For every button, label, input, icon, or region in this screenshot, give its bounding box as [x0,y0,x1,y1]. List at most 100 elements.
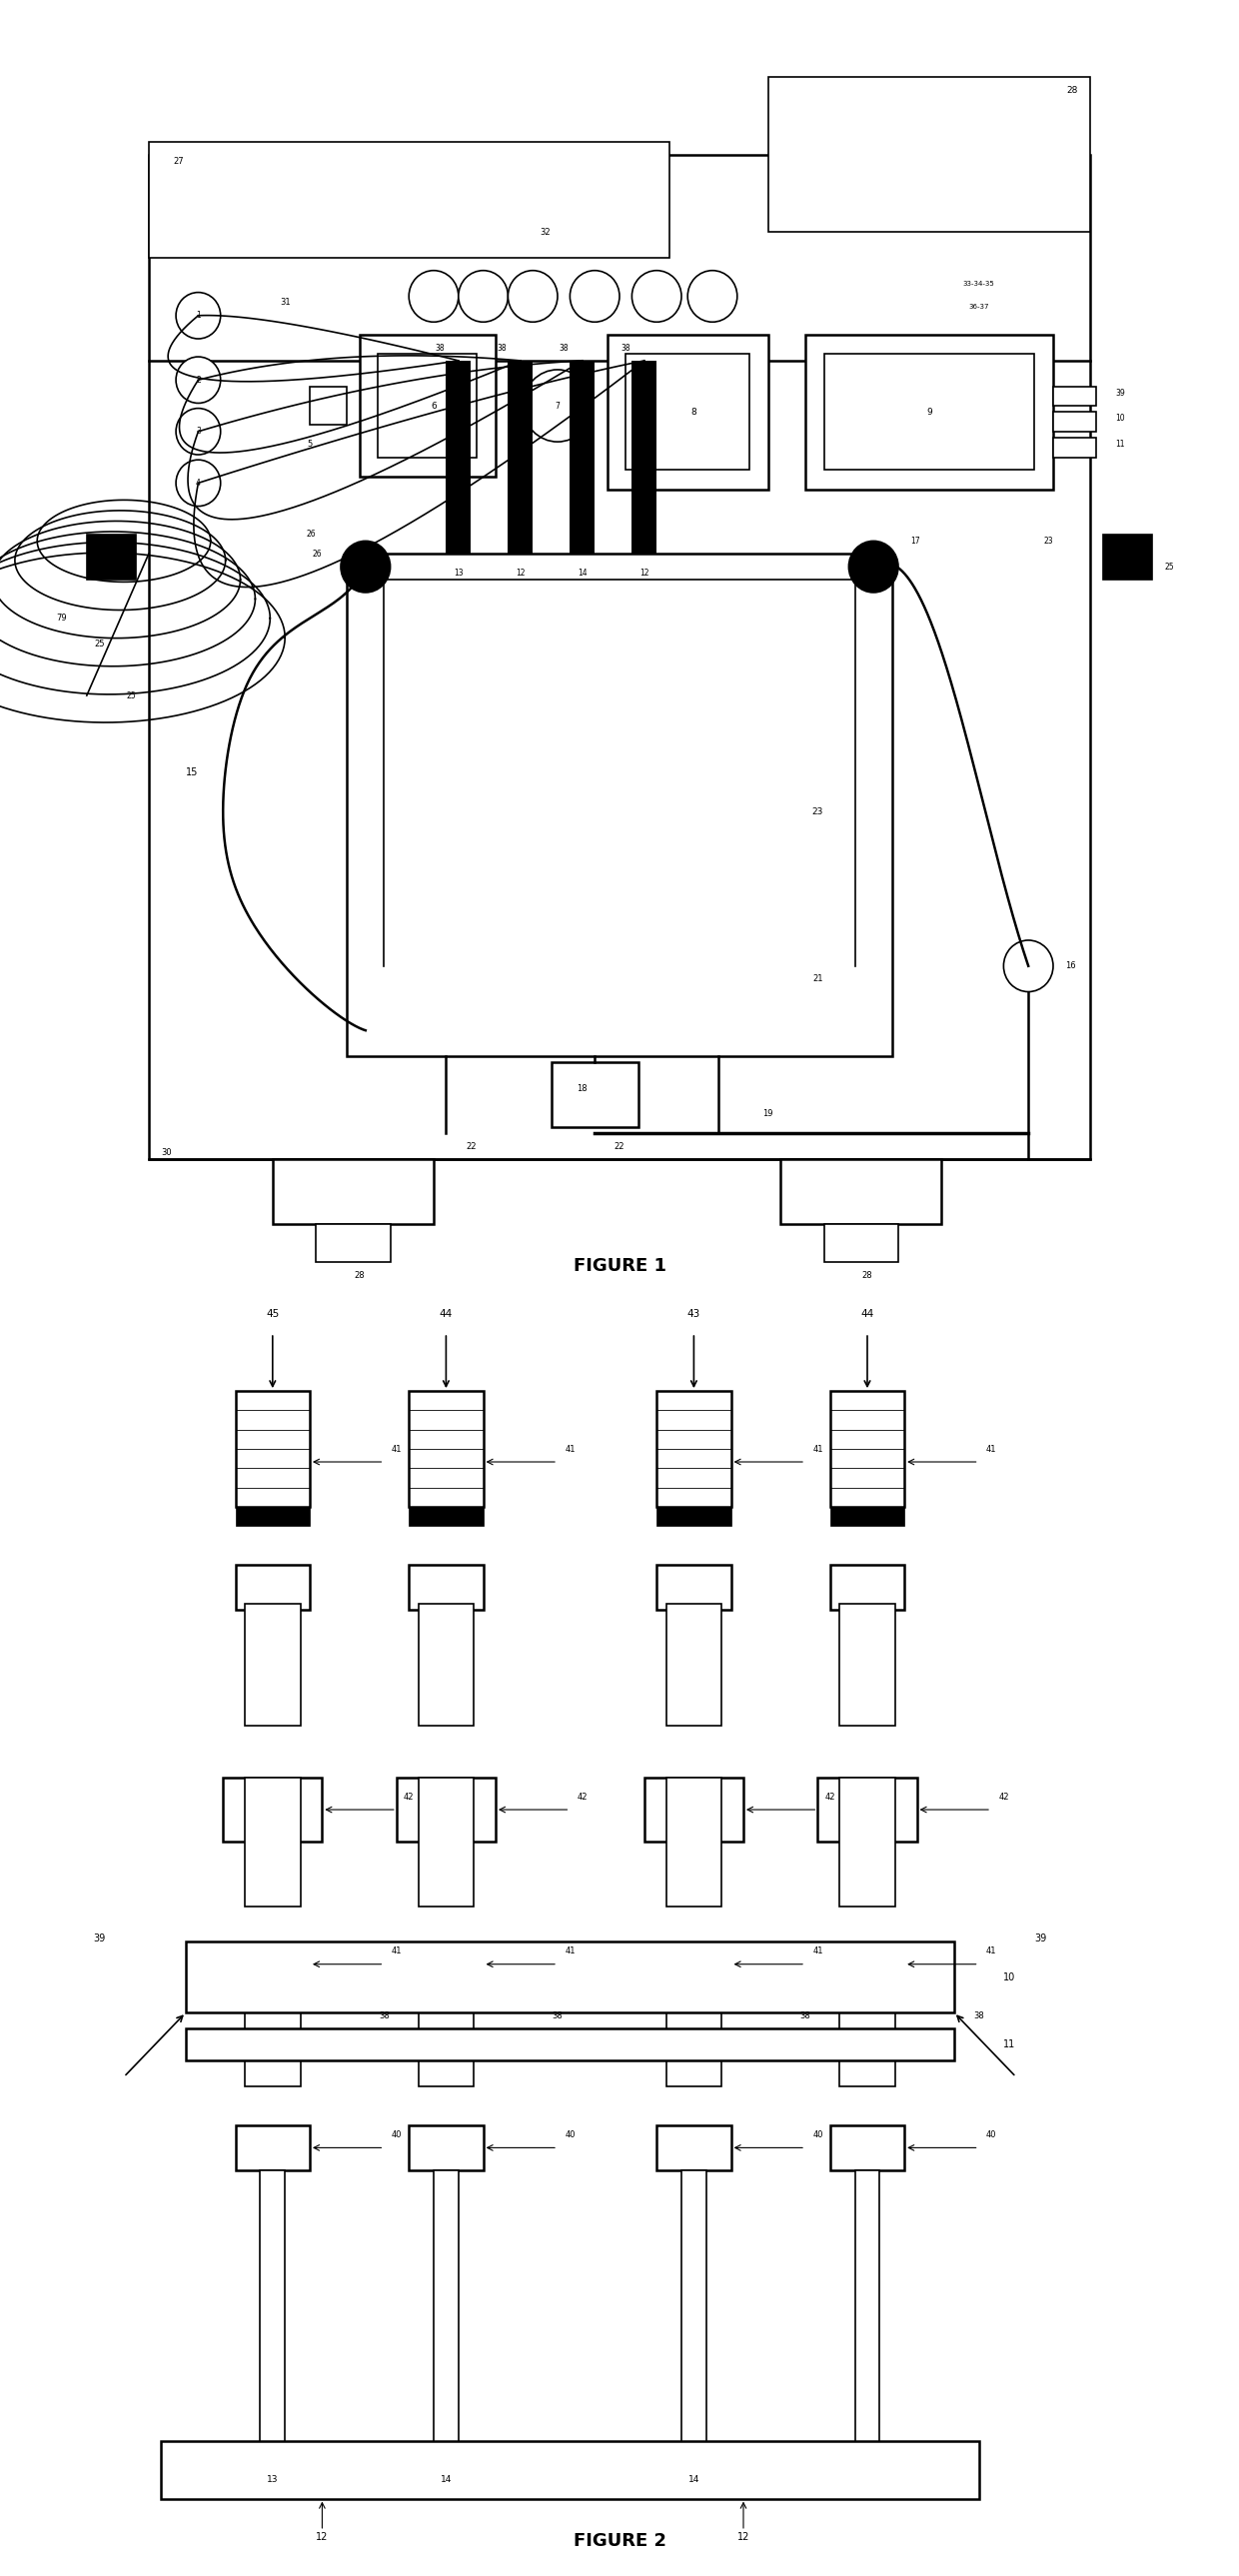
Text: 17: 17 [911,536,921,546]
Text: 21: 21 [813,974,823,984]
Text: 39: 39 [1035,1935,1047,1942]
Text: 7: 7 [555,402,560,410]
Bar [378,353,477,456]
Text: 33-34-35: 33-34-35 [963,281,995,286]
Circle shape [523,368,592,443]
Text: 12: 12 [639,569,649,577]
Text: 12: 12 [515,569,525,577]
Text: 10: 10 [1004,1973,1016,1981]
Bar [830,1945,904,1984]
Bar [87,536,136,580]
Bar [186,2030,954,2061]
Text: 19: 19 [763,1110,773,1118]
Text: 41: 41 [565,1947,575,1955]
Text: 38: 38 [497,343,507,353]
Text: 45: 45 [266,1309,279,1319]
Text: 38: 38 [621,343,631,353]
Bar [223,1777,322,1842]
Text: 10: 10 [1115,415,1125,422]
Bar [310,386,347,425]
Text: 41: 41 [986,1445,996,1453]
Bar [149,142,669,258]
Bar [657,1564,731,1610]
Text: 40: 40 [986,2130,996,2138]
Text: 41: 41 [565,1445,575,1453]
Text: 44: 44 [861,1309,873,1319]
Bar [818,1777,917,1842]
Text: 26: 26 [306,531,316,538]
Text: 41: 41 [986,1947,996,1955]
Bar [657,2125,731,2169]
Bar [186,1942,954,2012]
Circle shape [688,270,737,322]
Text: 11: 11 [1115,440,1125,448]
Bar [161,2442,979,2499]
Text: 3: 3 [196,428,201,435]
Bar [830,2125,904,2169]
Bar [840,1602,895,1726]
Text: 12: 12 [737,2532,750,2543]
Text: 9: 9 [927,407,932,417]
Text: 5: 5 [307,440,312,448]
Text: 13: 13 [266,2476,279,2483]
Bar [409,1507,483,1525]
Bar [235,1564,310,1610]
Text: 18: 18 [577,1084,587,1092]
Bar [768,77,1090,232]
Bar [149,155,1090,1159]
Bar [626,353,750,471]
Text: 25: 25 [1165,562,1175,572]
Bar [434,2169,458,2447]
Bar [409,2125,483,2169]
Bar [644,1777,743,1842]
Circle shape [849,541,898,592]
Bar [1053,386,1097,404]
Text: 42: 42 [404,1793,414,1801]
Text: 38: 38 [974,2012,984,2020]
Text: 13: 13 [453,569,463,577]
Bar [245,1777,300,1906]
Bar [824,1224,898,1262]
Bar [657,1391,731,1507]
Text: 23: 23 [812,806,824,817]
Text: 36-37: 36-37 [969,304,989,309]
Bar [396,1777,496,1842]
Text: 40: 40 [565,2130,575,2138]
Text: 16: 16 [1066,961,1077,971]
Text: 27: 27 [173,157,185,165]
Bar [781,1159,942,1224]
Circle shape [632,270,681,322]
Text: 2: 2 [196,376,201,384]
Circle shape [341,541,390,592]
Bar [359,335,496,477]
Text: 14: 14 [440,2476,452,2483]
Text: 39: 39 [93,1935,105,1942]
Text: 41: 41 [813,1445,823,1453]
Bar [830,1391,904,1507]
Bar [245,1945,300,2087]
Text: 25: 25 [126,690,136,701]
Bar [667,1777,721,1906]
Bar [273,1159,434,1224]
Bar [607,335,768,489]
Text: FIGURE 1: FIGURE 1 [572,1257,667,1275]
Text: 42: 42 [999,1793,1009,1801]
Bar [667,1945,721,2087]
Text: 11: 11 [1004,2040,1016,2050]
Text: 38: 38 [435,343,445,353]
Bar [1053,438,1097,456]
Bar [657,1507,731,1525]
Text: 31: 31 [280,299,290,307]
Bar [667,1602,721,1726]
Circle shape [458,270,508,322]
Text: 43: 43 [688,1309,700,1319]
Text: 38: 38 [559,343,569,353]
Circle shape [176,291,221,340]
Bar [830,1564,904,1610]
Text: 1: 1 [196,312,201,319]
Text: 22: 22 [466,1141,476,1151]
Text: 30: 30 [161,1149,172,1157]
Bar [419,1777,473,1906]
Circle shape [176,355,221,404]
Bar [840,1777,895,1906]
